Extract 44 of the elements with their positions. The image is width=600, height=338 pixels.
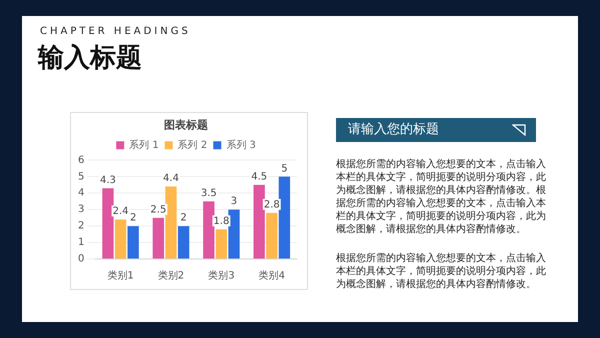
y-tick-label: 1 <box>78 237 84 248</box>
text: 输入标题 <box>38 42 142 75</box>
legend-label: 系列 3 <box>226 138 256 151</box>
data-label: 2 <box>180 212 187 224</box>
x-tick-label: 类别3 <box>208 270 235 282</box>
data-label: 2 <box>130 212 136 224</box>
x-tick-label: 类别1 <box>107 270 134 282</box>
x-tick-label: 类别2 <box>158 270 184 282</box>
bar <box>114 219 126 258</box>
data-label: 2.8 <box>264 199 280 210</box>
text: 请输入您的标题 <box>336 118 536 142</box>
y-tick-label: 3 <box>78 204 84 216</box>
bar <box>228 210 240 258</box>
bar <box>178 226 190 258</box>
y-tick-label: 4 <box>78 188 84 199</box>
bar <box>102 188 114 258</box>
data-label: 3.5 <box>200 188 217 199</box>
data-label: 3 <box>230 196 238 208</box>
x-tick-label: 类别4 <box>258 270 285 282</box>
text: 根据您所需的内容输入您想要的文本，点击输入本栏的具体文字，简明扼要的说明分项内容，此为概念图解，请根据您的具体内容酌情修改。根据您所需的内容输入您想要的文本，点击输入本栏的具体文字，简明扼要的说明分项内容，此为概念图解，请根据您的具体内容酌情修改。 <box>336 158 547 236</box>
bar <box>266 212 278 258</box>
data-label: 1.8 <box>213 216 230 227</box>
data-label: 4.4 <box>163 173 179 184</box>
y-tick-label: 6 <box>78 154 84 166</box>
legend-label: 系列 1 <box>129 138 159 151</box>
bar <box>165 186 177 258</box>
bar <box>254 184 265 258</box>
bar <box>216 229 228 258</box>
y-tick-label: 5 <box>78 171 84 182</box>
bar <box>203 201 214 258</box>
data-label: 2.5 <box>150 204 166 216</box>
bar <box>152 218 164 258</box>
chart-title: 图表标题 <box>164 118 208 132</box>
data-label: 2.4 <box>112 206 129 218</box>
y-tick-label: 0 <box>78 254 84 265</box>
y-tick-label: 2 <box>78 220 84 232</box>
text: 根据您所需的内容输入您想要的文本，点击输入本栏的具体文字，简明扼要的说明分项内容，此为概念图解，请根据您的具体内容酌情修改。 <box>336 252 547 291</box>
bar <box>128 226 139 258</box>
data-label: 5 <box>281 163 288 174</box>
text: CHAPTER HEADINGS <box>40 26 191 37</box>
data-label: 4.3 <box>100 174 116 186</box>
legend-label: 系列 2 <box>178 138 208 151</box>
data-label: 4.5 <box>251 171 268 182</box>
bar <box>278 176 290 258</box>
